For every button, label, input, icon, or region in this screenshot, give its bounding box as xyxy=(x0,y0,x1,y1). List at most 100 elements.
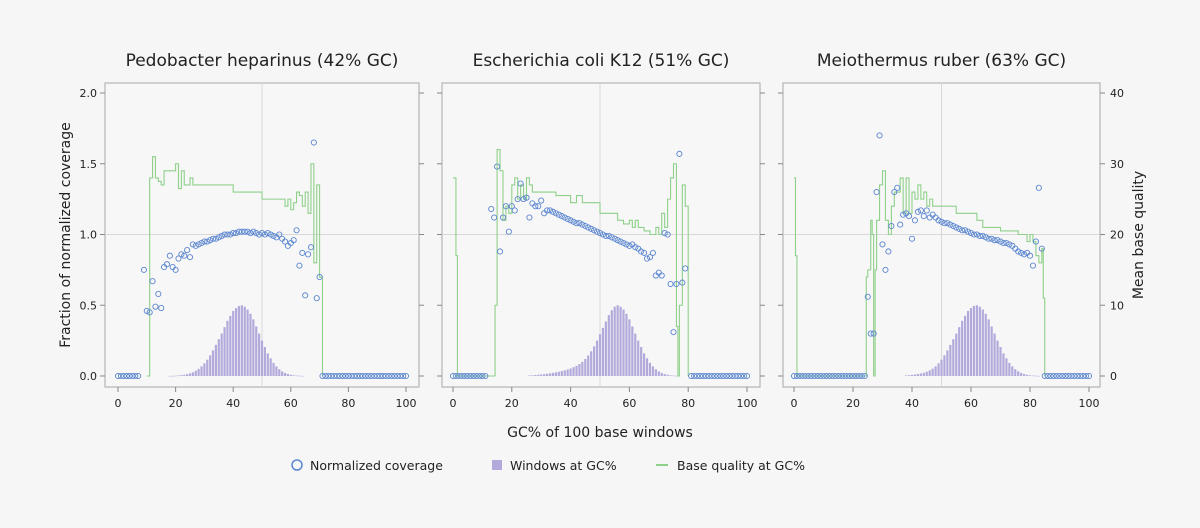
windows-bar xyxy=(569,368,572,376)
coverage-point xyxy=(526,214,533,221)
coverage-point xyxy=(802,372,809,380)
windows-bar xyxy=(188,373,192,376)
windows-bar xyxy=(232,310,235,376)
windows-bar xyxy=(972,305,976,376)
panel-1: Pedobacter heparinus (42% GC) 0.0 0.5 1.0 1.… xyxy=(80,51,424,410)
coverage-point xyxy=(599,231,606,238)
coverage-point xyxy=(602,232,609,239)
windows-bar xyxy=(557,371,560,376)
windows-bar xyxy=(197,368,200,376)
coverage-point xyxy=(502,203,509,210)
coverage-point xyxy=(982,234,989,241)
coverage-point xyxy=(732,372,739,380)
coverage-point xyxy=(276,231,283,238)
coverage-point xyxy=(620,239,627,247)
coverage-point xyxy=(947,221,954,228)
coverage-point xyxy=(897,221,904,228)
windows-bar xyxy=(984,313,987,376)
coverage-point xyxy=(614,237,621,244)
windows-bar xyxy=(1031,375,1035,377)
coverage-point xyxy=(172,266,179,273)
coverage-point xyxy=(1044,372,1051,380)
coverage-point xyxy=(729,372,736,380)
x-tick-label: 100 xyxy=(396,397,417,410)
coverage-point xyxy=(158,305,165,312)
windows-bar xyxy=(590,351,593,376)
windows-bar xyxy=(925,371,928,376)
windows-bar xyxy=(905,375,908,377)
windows-bar xyxy=(604,321,607,376)
windows-bar xyxy=(534,375,537,376)
coverage-point xyxy=(328,372,335,380)
coverage-point xyxy=(835,372,842,380)
coverage-point xyxy=(178,251,185,258)
coverage-point xyxy=(570,218,577,225)
coverage-point xyxy=(374,372,381,380)
coverage-point xyxy=(823,372,830,380)
coverage-point xyxy=(195,241,202,248)
y-tick-label-right: 30 xyxy=(1110,158,1124,171)
windows-bar xyxy=(1014,369,1017,376)
coverage-point xyxy=(623,241,630,248)
windows-bar xyxy=(209,355,212,376)
coverage-point xyxy=(476,372,483,380)
x-tick-label: 20 xyxy=(505,397,519,410)
coverage-point xyxy=(858,372,865,380)
coverage-point xyxy=(1018,249,1025,256)
coverage-point xyxy=(264,230,271,237)
x-tick-label: 40 xyxy=(226,397,240,410)
coverage-point xyxy=(339,372,346,380)
coverage-point xyxy=(520,196,527,203)
coverage-point xyxy=(333,372,340,380)
coverage-point xyxy=(1077,372,1084,380)
windows-bar xyxy=(964,315,967,376)
coverage-point xyxy=(204,238,211,245)
x-tick-label: 40 xyxy=(564,397,578,410)
coverage-point xyxy=(345,372,352,380)
panel-title: Escherichia coli K12 (51% GC) xyxy=(473,51,730,71)
coverage-point xyxy=(626,242,633,249)
coverage-point xyxy=(129,372,136,380)
windows-bar xyxy=(258,333,261,376)
coverage-point xyxy=(808,372,815,380)
windows-bar xyxy=(931,368,934,376)
coverage-point xyxy=(617,238,624,245)
windows-bar xyxy=(272,362,275,376)
legend-quality-label: Base quality at GC% xyxy=(677,458,805,473)
x-tick-label: 0 xyxy=(115,397,122,410)
coverage-point xyxy=(189,241,196,248)
coverage-point xyxy=(1059,372,1066,380)
windows-bar xyxy=(1017,371,1020,376)
coverage-point xyxy=(549,208,557,215)
coverage-point xyxy=(596,230,604,237)
x-tick-label: 60 xyxy=(284,397,298,410)
y-tick-label-right: 0 xyxy=(1110,370,1117,383)
coverage-point xyxy=(658,272,665,279)
coverage-point xyxy=(861,372,868,380)
coverage-point xyxy=(221,231,228,238)
coverage-point xyxy=(385,372,392,380)
coverage-point xyxy=(215,234,222,241)
coverage-point xyxy=(561,214,568,221)
windows-bar xyxy=(177,375,180,377)
coverage-point xyxy=(576,220,583,227)
coverage-point xyxy=(253,230,260,237)
windows-bar xyxy=(554,372,557,376)
coverage-point xyxy=(186,254,194,261)
coverage-point xyxy=(714,372,721,380)
windows-bar xyxy=(191,372,194,376)
coverage-point xyxy=(499,214,507,221)
panel-3: Meiothermus ruber (63% GC) 0 10 20 30 40 0 20 40… xyxy=(778,51,1124,410)
coverage-point xyxy=(1085,372,1093,380)
y-tick-label-right: 20 xyxy=(1110,229,1124,242)
windows-bar xyxy=(919,373,922,376)
windows-bar xyxy=(1023,374,1026,376)
coverage-point xyxy=(377,372,384,380)
coverage-point xyxy=(741,372,748,380)
coverage-point xyxy=(985,235,992,242)
x-tick-label: 0 xyxy=(450,397,457,410)
coverage-point xyxy=(458,372,465,380)
coverage-point xyxy=(238,228,245,235)
windows-bar xyxy=(996,340,999,376)
windows-bar xyxy=(955,333,958,376)
